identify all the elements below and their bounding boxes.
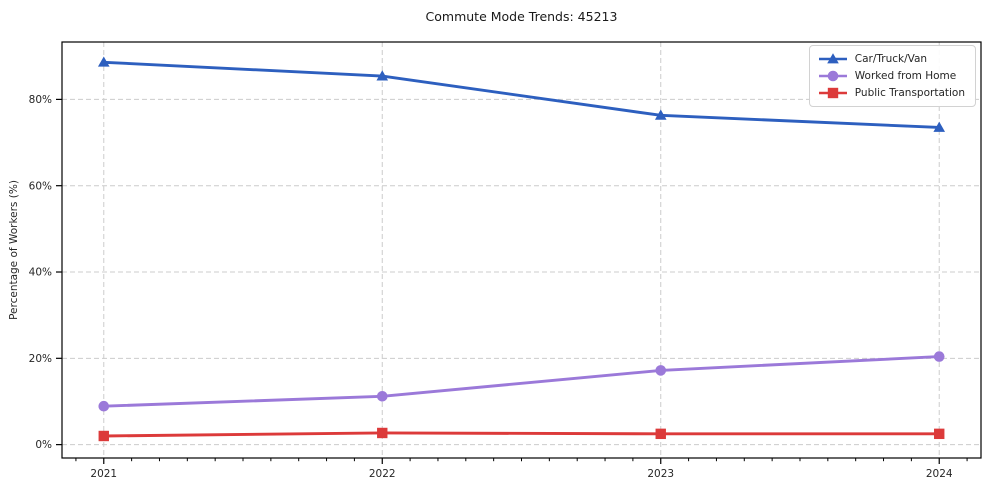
triangle-marker	[97, 56, 110, 67]
y-tick-label: 20%	[29, 353, 52, 365]
y-tick-label: 80%	[29, 94, 52, 106]
circle-marker	[655, 365, 667, 376]
legend: Car/Truck/Van Worked from Home Public Tran…	[808, 45, 976, 107]
legend-item-car-truck-van: Car/Truck/Van	[818, 52, 965, 66]
square-marker	[827, 87, 838, 99]
x-tick-label: 2024	[926, 468, 953, 480]
legend-item-public-transportation: Public Transportation	[818, 86, 965, 100]
circle-marker	[827, 70, 839, 82]
triangle-marker	[654, 109, 667, 120]
series-line-public-transportation	[102, 431, 941, 438]
circle-marker	[98, 400, 110, 412]
triangle-legend-sample-icon	[818, 53, 847, 64]
legend-label: Worked from Home	[854, 70, 957, 82]
legend-item-worked-from-home: Worked from Home	[818, 69, 965, 83]
square-marker	[98, 430, 109, 442]
series-line-car-truck-van	[102, 60, 941, 129]
series-line-worked-from-home	[102, 355, 941, 408]
legend-label: Public Transportation	[854, 87, 965, 99]
legend-label: Car/Truck/Van	[854, 53, 928, 65]
square-marker	[934, 428, 945, 440]
square-legend-sample-icon	[818, 87, 847, 99]
x-tick-label: 2022	[369, 468, 396, 480]
circle-marker	[376, 390, 388, 402]
x-tick-label: 2023	[647, 468, 674, 480]
triangle-marker	[826, 53, 839, 64]
square-marker	[655, 428, 666, 440]
y-tick-label: 0%	[35, 439, 52, 451]
circle-marker	[933, 351, 945, 362]
circle-legend-sample-icon	[818, 70, 847, 82]
square-marker	[377, 427, 388, 439]
triangle-marker	[376, 70, 389, 81]
y-tick-label: 60%	[29, 180, 52, 192]
chart-title: Commute Mode Trends: 45213	[425, 9, 618, 24]
x-tick-label: 2021	[90, 468, 117, 480]
triangle-marker	[933, 121, 946, 132]
y-tick-label: 40%	[29, 267, 52, 279]
